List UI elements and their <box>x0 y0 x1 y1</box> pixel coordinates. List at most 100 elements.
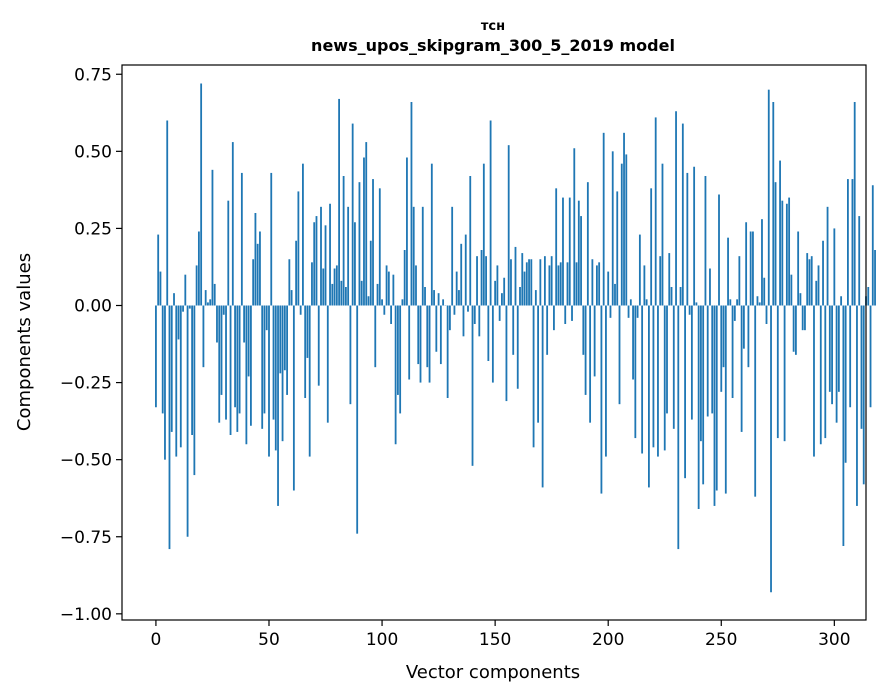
bar <box>406 157 408 306</box>
bar <box>582 305 585 355</box>
bar <box>781 200 784 306</box>
bar <box>767 89 770 306</box>
bar <box>681 123 684 306</box>
bar <box>207 302 209 306</box>
bar <box>460 243 463 306</box>
bar <box>453 305 456 315</box>
bar <box>794 305 797 355</box>
bar <box>589 305 592 423</box>
bar <box>776 305 779 439</box>
bar <box>686 172 689 306</box>
bar <box>216 305 218 343</box>
bar <box>390 305 393 324</box>
bar <box>867 287 870 306</box>
bar <box>489 120 492 306</box>
bar <box>471 305 474 466</box>
bar <box>480 250 483 306</box>
bar <box>168 305 171 550</box>
bar <box>623 132 625 306</box>
bar <box>801 305 804 331</box>
bar <box>840 296 843 306</box>
bar <box>392 274 395 306</box>
bar <box>442 299 445 306</box>
bar <box>718 194 720 306</box>
bar <box>455 271 458 306</box>
bar <box>804 305 806 331</box>
bar <box>161 305 164 414</box>
bar <box>342 176 345 306</box>
bar <box>218 305 221 423</box>
bar <box>528 259 530 306</box>
bar <box>261 305 264 429</box>
bar <box>700 305 702 442</box>
bar <box>713 305 716 506</box>
bar <box>358 182 361 306</box>
bar <box>512 305 515 355</box>
bar <box>204 290 207 306</box>
bar <box>550 256 553 306</box>
bar <box>363 157 365 306</box>
bar <box>702 305 705 485</box>
bar <box>706 305 709 417</box>
bar <box>663 305 666 451</box>
bar <box>281 305 284 442</box>
bar <box>650 188 653 306</box>
bar <box>562 197 564 306</box>
bar <box>645 299 648 306</box>
bar <box>229 305 232 435</box>
bar <box>333 268 336 306</box>
bar <box>297 191 300 306</box>
bar <box>591 259 594 306</box>
bar <box>270 172 273 306</box>
bar <box>222 305 225 315</box>
bar <box>580 216 582 306</box>
bar <box>426 305 429 368</box>
bar <box>557 265 560 306</box>
bar <box>437 293 440 306</box>
bar <box>765 305 768 324</box>
bar <box>424 287 426 306</box>
bar <box>666 305 668 414</box>
bar <box>451 206 454 306</box>
bar <box>731 305 734 398</box>
bar <box>259 231 261 306</box>
bar <box>772 102 775 306</box>
bar <box>564 305 567 324</box>
bar <box>209 299 212 306</box>
bar <box>675 111 677 306</box>
bar <box>469 176 472 306</box>
bar <box>577 200 580 306</box>
x-tick-label: 150 <box>479 630 511 650</box>
bar <box>828 305 831 392</box>
bar <box>299 305 302 315</box>
bar <box>197 231 200 306</box>
bar <box>449 305 451 331</box>
bar <box>629 299 632 306</box>
bar <box>494 280 497 306</box>
bar <box>503 277 506 306</box>
bar <box>354 222 356 306</box>
bar <box>250 305 252 426</box>
bar <box>657 305 659 457</box>
bar <box>704 176 707 306</box>
bar <box>720 305 723 392</box>
bar <box>473 305 476 324</box>
bar <box>747 305 750 368</box>
bar <box>598 262 601 306</box>
bar <box>792 305 795 352</box>
bar <box>672 305 675 429</box>
bar <box>668 253 671 306</box>
bar <box>313 222 316 306</box>
bar <box>247 305 250 377</box>
bar <box>338 98 340 306</box>
bar <box>243 305 246 343</box>
bar <box>534 290 537 306</box>
bar <box>722 305 725 368</box>
bar <box>523 271 526 306</box>
bar <box>496 265 499 306</box>
bar <box>254 213 257 306</box>
bar <box>324 225 327 306</box>
bar <box>351 123 354 306</box>
bar <box>317 305 320 386</box>
